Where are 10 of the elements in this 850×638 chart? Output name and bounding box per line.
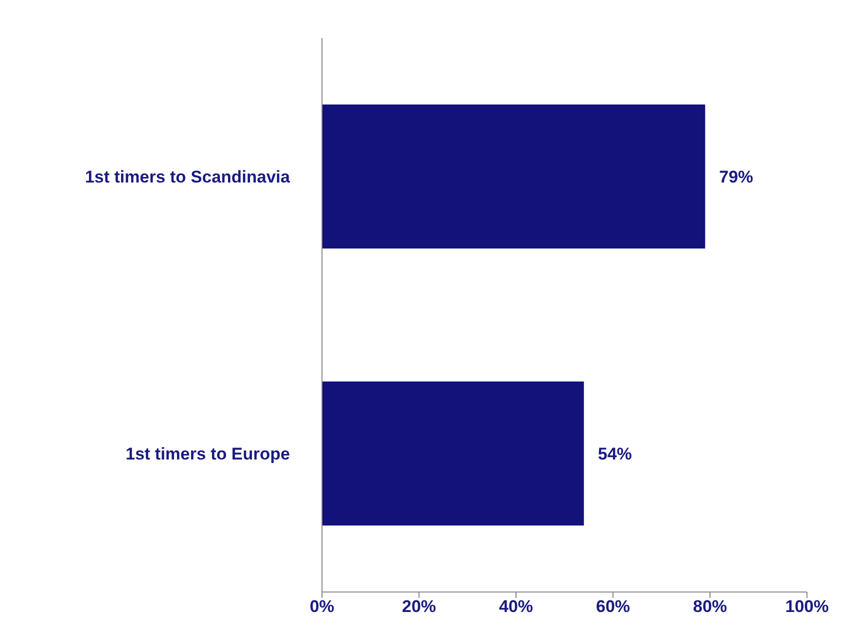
x-tick-label: 60% <box>596 597 630 616</box>
y-tick-label: 1st timers to Europe <box>126 444 290 464</box>
x-tick-label: 80% <box>692 597 728 616</box>
data-label: 54% <box>598 444 632 464</box>
data-label: 79% <box>719 168 754 187</box>
y-tick-label: 1st timers to Scandinavia <box>84 168 291 187</box>
x-tick-label: 20% <box>402 597 436 616</box>
x-tick-label: 40% <box>498 597 534 616</box>
x-tick-label: 100% <box>785 597 829 616</box>
x-tick-label: 0% <box>310 597 334 616</box>
